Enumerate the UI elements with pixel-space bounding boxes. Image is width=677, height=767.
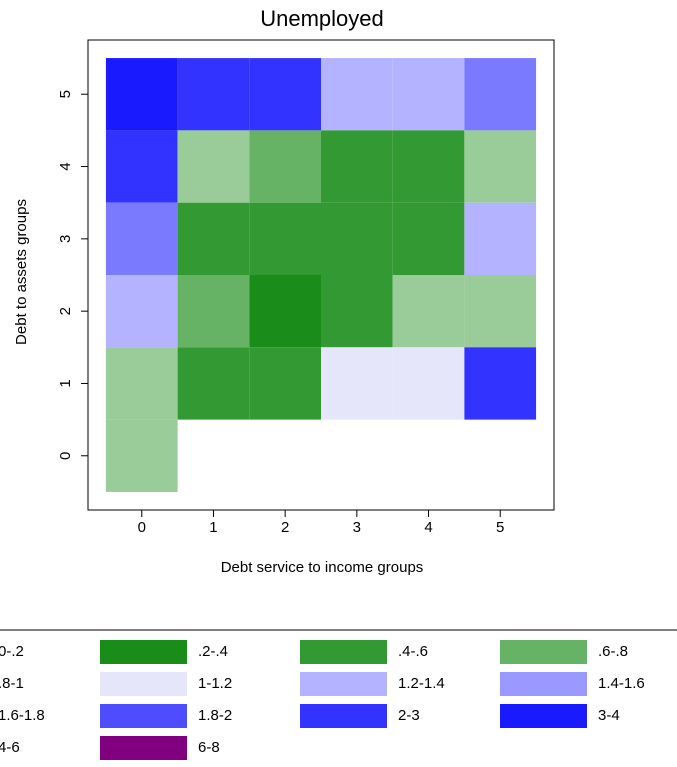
heat-cell [392, 58, 465, 131]
heat-cell [177, 58, 250, 131]
heat-cell [105, 202, 178, 275]
y-axis-title: Debt to assets groups [13, 199, 30, 345]
y-tick-label: 5 [57, 90, 74, 98]
plot-frame [87, 39, 555, 511]
legend-label: 1-1.2 [198, 675, 232, 692]
heat-cell [177, 275, 250, 348]
x-tick-label: 5 [496, 519, 504, 536]
legend-swatch [300, 704, 387, 728]
legend-label: .6-.8 [598, 643, 628, 660]
heat-cell [177, 347, 250, 420]
heat-cell [392, 202, 465, 275]
x-axis-title: Debt service to income groups [221, 559, 424, 576]
heat-cell [105, 130, 178, 203]
legend-label: 1.2-1.4 [398, 675, 445, 692]
legend-label: 0-.2 [0, 643, 24, 660]
heat-cell [321, 347, 393, 420]
heat-cell [321, 58, 393, 131]
heat-cell [464, 130, 537, 203]
x-tick-label: 3 [353, 519, 361, 536]
heat-cell [249, 202, 321, 275]
heat-cell [249, 275, 321, 348]
legend-label: .4-.6 [398, 643, 428, 660]
x-tick-label: 4 [424, 519, 432, 536]
heat-cell [321, 202, 393, 275]
heat-cell [464, 58, 537, 131]
legend-label: 1.4-1.6 [598, 675, 645, 692]
legend-swatch [100, 736, 187, 760]
y-tick-label: 1 [57, 379, 74, 387]
heat-cell [249, 347, 321, 420]
chart-title: Unemployed [260, 6, 384, 31]
legend-swatch [100, 640, 187, 664]
legend-swatch [500, 704, 587, 728]
heat-cell [249, 58, 321, 131]
legend-label: 2-3 [398, 707, 420, 724]
legend-label: .8-1 [0, 675, 24, 692]
legend-swatch [100, 704, 187, 728]
legend-swatch [300, 640, 387, 664]
heat-cell [105, 275, 178, 348]
legend-swatch [300, 672, 387, 696]
heat-cell [321, 130, 393, 203]
legend-swatch [500, 672, 587, 696]
x-tick-label: 2 [281, 519, 289, 536]
y-tick-label: 2 [57, 307, 74, 315]
heat-cell [464, 347, 537, 420]
heat-cell [392, 130, 465, 203]
y-tick-label: 0 [57, 452, 74, 460]
legend-label: 6-8 [198, 739, 220, 756]
heat-cell [105, 419, 178, 492]
heat-cell [464, 275, 537, 348]
x-tick-label: 0 [138, 519, 146, 536]
y-tick-label: 3 [57, 235, 74, 243]
heat-cell [177, 130, 250, 203]
heat-cell [464, 202, 537, 275]
heat-cell [321, 275, 393, 348]
legend-label: 1.6-1.8 [0, 707, 45, 724]
heat-cell [392, 275, 465, 348]
x-tick-label: 1 [209, 519, 217, 536]
legend-swatch [100, 672, 187, 696]
heat-cell [249, 130, 321, 203]
legend-label: 4-6 [0, 739, 20, 756]
heat-cell [105, 347, 178, 420]
y-tick-label: 4 [57, 162, 74, 170]
legend-label: .2-.4 [198, 643, 228, 660]
legend-label: 1.8-2 [198, 707, 232, 724]
heat-cell [392, 347, 465, 420]
legend-swatch [500, 640, 587, 664]
legend-label: 3-4 [598, 707, 620, 724]
heat-cell [105, 58, 178, 131]
heat-cell [177, 202, 250, 275]
